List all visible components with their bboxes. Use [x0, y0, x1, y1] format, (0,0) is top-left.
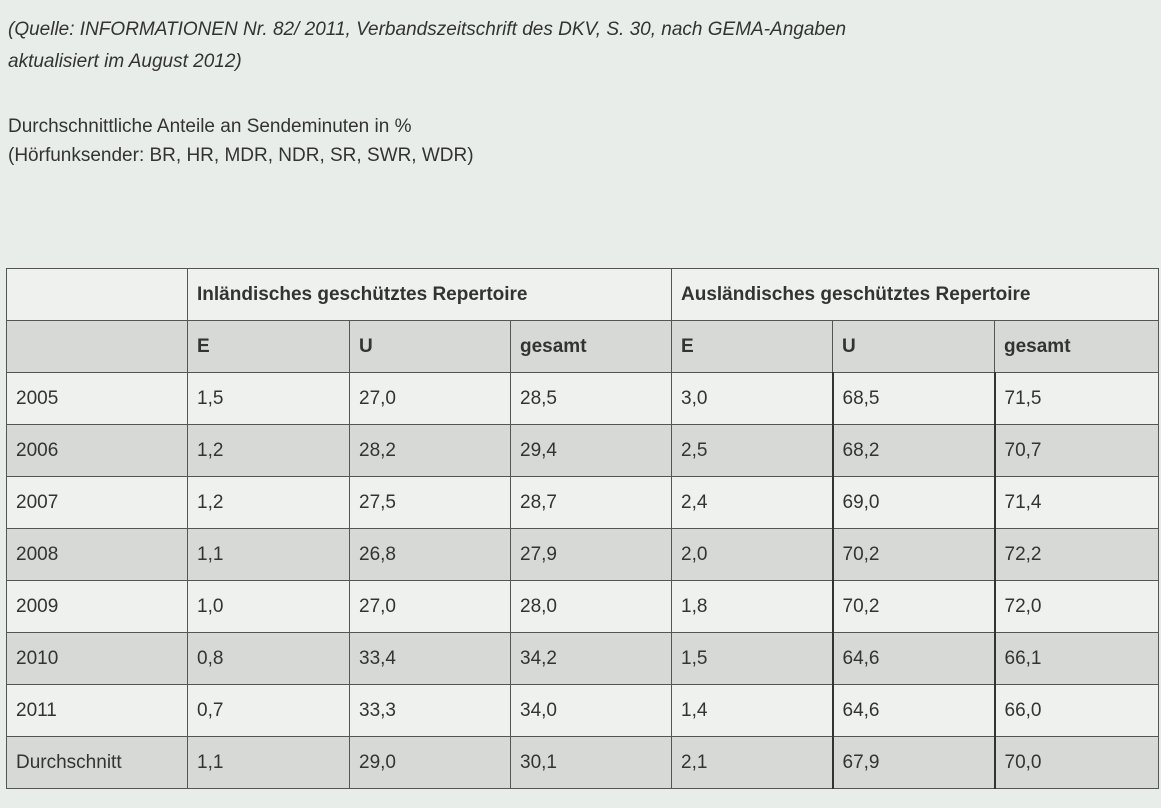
foreign-e-cell: 2,4: [671, 476, 833, 529]
subheader-domestic-total: gesamt: [510, 320, 672, 373]
domestic-total-cell: 29,4: [510, 424, 672, 477]
foreign-e-cell: 1,8: [671, 580, 833, 633]
year-cell: 2010: [6, 632, 188, 685]
foreign-total-cell: 72,2: [993, 528, 1160, 581]
header-domestic-repertoire: Inländisches geschütztes Repertoire: [187, 268, 672, 321]
foreign-total-cell: 72,0: [993, 580, 1160, 633]
domestic-total-cell: 28,0: [510, 580, 672, 633]
source-note-line-2: aktualisiert im August 2012): [8, 51, 242, 72]
foreign-u-cell: 68,5: [831, 372, 995, 425]
domestic-e-cell: 1,2: [187, 476, 350, 529]
foreign-e-cell: 1,4: [671, 684, 833, 737]
year-cell: 2009: [6, 580, 188, 633]
header-blank-cell: [6, 268, 188, 321]
subheader-foreign-u: U: [832, 320, 995, 373]
year-cell: 2005: [6, 372, 188, 425]
caption-line-2: (Hörfunksender: BR, HR, MDR, NDR, SR, SW…: [8, 145, 474, 166]
domestic-total-cell: 34,2: [510, 632, 672, 685]
source-note: (Quelle: INFORMATIONEN Nr. 82/ 2011, Ver…: [8, 14, 1136, 78]
subheader-foreign-e: E: [671, 320, 833, 373]
year-cell: 2007: [6, 476, 188, 529]
source-note-line-1: (Quelle: INFORMATIONEN Nr. 82/ 2011, Ver…: [8, 19, 847, 40]
foreign-e-cell: 2,0: [671, 528, 833, 581]
subheader-domestic-e: E: [187, 320, 350, 373]
table-row: 2010 0,8 33,4 34,2 1,5 64,6 66,1: [6, 632, 1160, 685]
foreign-u-cell: 69,0: [831, 476, 995, 529]
table-row: 2008 1,1 26,8 27,9 2,0 70,2 72,2: [6, 528, 1160, 581]
table-row: 2009 1,0 27,0 28,0 1,8 70,2 72,0: [6, 580, 1160, 633]
domestic-u-cell: 27,0: [349, 580, 511, 633]
year-cell: 2011: [6, 684, 188, 737]
domestic-u-cell: 33,4: [349, 632, 511, 685]
table-sub-header-row: E U gesamt E U gesamt: [6, 320, 1160, 373]
table-group-header-row: Inländisches geschütztes Repertoire Ausl…: [6, 268, 1160, 321]
foreign-total-cell: 70,7: [993, 424, 1160, 477]
domestic-u-cell: 28,2: [349, 424, 511, 477]
foreign-u-cell: 68,2: [831, 424, 995, 477]
domestic-e-cell: 0,8: [187, 632, 350, 685]
foreign-e-cell: 3,0: [671, 372, 833, 425]
domestic-u-cell: 27,0: [349, 372, 511, 425]
domestic-total-cell: 27,9: [510, 528, 672, 581]
domestic-e-cell: 1,1: [187, 736, 350, 789]
foreign-e-cell: 2,1: [671, 736, 833, 789]
foreign-u-cell: 64,6: [831, 632, 995, 685]
domestic-e-cell: 1,5: [187, 372, 350, 425]
domestic-e-cell: 1,0: [187, 580, 350, 633]
foreign-e-cell: 2,5: [671, 424, 833, 477]
year-cell: Durchschnitt: [6, 736, 188, 789]
foreign-e-cell: 1,5: [671, 632, 833, 685]
table-row: 2007 1,2 27,5 28,7 2,4 69,0 71,4: [6, 476, 1160, 529]
table-row: Durchschnitt 1,1 29,0 30,1 2,1 67,9 70,0: [6, 736, 1160, 789]
foreign-total-cell: 70,0: [993, 736, 1160, 789]
table-row: 2005 1,5 27,0 28,5 3,0 68,5 71,5: [6, 372, 1160, 425]
foreign-total-cell: 71,4: [993, 476, 1160, 529]
domestic-e-cell: 1,1: [187, 528, 350, 581]
domestic-u-cell: 27,5: [349, 476, 511, 529]
header-foreign-repertoire: Ausländisches geschütztes Repertoire: [670, 268, 1160, 321]
airtime-share-table: Inländisches geschütztes Repertoire Ausl…: [6, 268, 1160, 789]
subheader-domestic-u: U: [349, 320, 511, 373]
domestic-e-cell: 1,2: [187, 424, 350, 477]
table-row: 2011 0,7 33,3 34,0 1,4 64,6 66,0: [6, 684, 1160, 737]
domestic-total-cell: 34,0: [510, 684, 672, 737]
domestic-total-cell: 30,1: [510, 736, 672, 789]
domestic-u-cell: 29,0: [349, 736, 511, 789]
domestic-u-cell: 33,3: [349, 684, 511, 737]
year-cell: 2008: [6, 528, 188, 581]
domestic-u-cell: 26,8: [349, 528, 511, 581]
caption-line-1: Durchschnittliche Anteile an Sendeminute…: [8, 116, 412, 137]
table-row: 2006 1,2 28,2 29,4 2,5 68,2 70,7: [6, 424, 1160, 477]
subheader-cell: [6, 320, 188, 373]
subheader-foreign-total: gesamt: [993, 320, 1160, 373]
foreign-total-cell: 66,0: [993, 684, 1160, 737]
foreign-u-cell: 64,6: [831, 684, 995, 737]
domestic-e-cell: 0,7: [187, 684, 350, 737]
domestic-total-cell: 28,5: [510, 372, 672, 425]
foreign-total-cell: 71,5: [993, 372, 1160, 425]
domestic-total-cell: 28,7: [510, 476, 672, 529]
foreign-u-cell: 67,9: [831, 736, 995, 789]
table-caption: Durchschnittliche Anteile an Sendeminute…: [8, 112, 474, 170]
foreign-u-cell: 70,2: [831, 528, 995, 581]
foreign-total-cell: 66,1: [993, 632, 1160, 685]
year-cell: 2006: [6, 424, 188, 477]
foreign-u-cell: 70,2: [831, 580, 995, 633]
